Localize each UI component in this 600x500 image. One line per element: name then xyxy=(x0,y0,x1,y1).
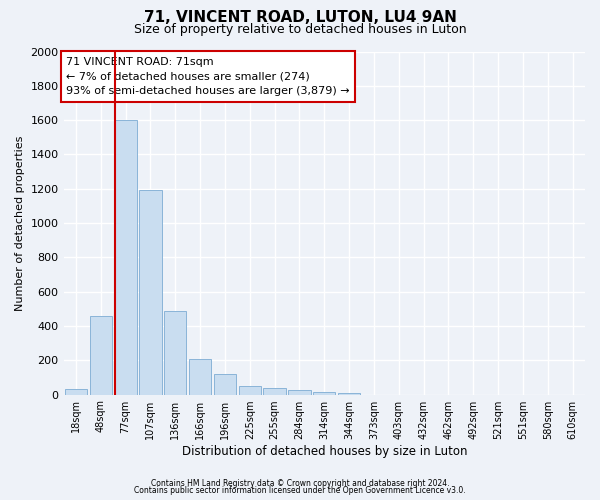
Text: Contains HM Land Registry data © Crown copyright and database right 2024.: Contains HM Land Registry data © Crown c… xyxy=(151,478,449,488)
Bar xyxy=(214,374,236,394)
Bar xyxy=(338,393,360,394)
Text: Contains public sector information licensed under the Open Government Licence v3: Contains public sector information licen… xyxy=(134,486,466,495)
X-axis label: Distribution of detached houses by size in Luton: Distribution of detached houses by size … xyxy=(182,444,467,458)
Text: 71, VINCENT ROAD, LUTON, LU4 9AN: 71, VINCENT ROAD, LUTON, LU4 9AN xyxy=(143,10,457,25)
Bar xyxy=(65,388,87,394)
Bar xyxy=(313,392,335,394)
Text: 71 VINCENT ROAD: 71sqm
← 7% of detached houses are smaller (274)
93% of semi-det: 71 VINCENT ROAD: 71sqm ← 7% of detached … xyxy=(66,56,350,96)
Bar xyxy=(164,310,187,394)
Bar xyxy=(139,190,161,394)
Bar xyxy=(89,316,112,394)
Bar xyxy=(115,120,137,394)
Text: Size of property relative to detached houses in Luton: Size of property relative to detached ho… xyxy=(134,22,466,36)
Bar xyxy=(239,386,261,394)
Bar xyxy=(263,388,286,394)
Bar xyxy=(189,358,211,394)
Y-axis label: Number of detached properties: Number of detached properties xyxy=(15,136,25,310)
Bar xyxy=(288,390,311,394)
